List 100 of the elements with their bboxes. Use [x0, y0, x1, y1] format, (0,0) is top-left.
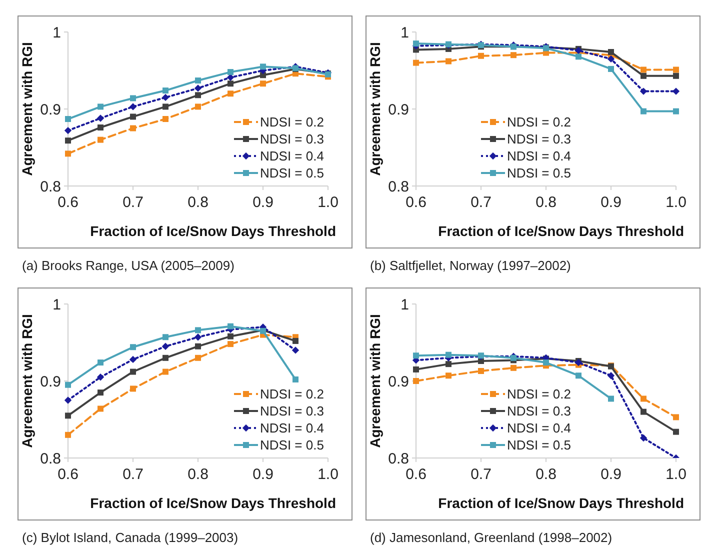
x-tick-label: 0.8 — [188, 194, 208, 211]
point — [130, 344, 136, 350]
x-tick-label: 0.9 — [600, 466, 622, 483]
point — [446, 361, 452, 368]
point — [446, 58, 452, 64]
point — [608, 396, 614, 402]
point — [228, 69, 234, 76]
point — [640, 66, 646, 73]
point — [96, 374, 104, 381]
point — [194, 334, 202, 341]
point — [195, 78, 201, 84]
point — [673, 428, 679, 435]
x-tick-label: 0.6 — [406, 466, 426, 483]
point — [478, 52, 484, 59]
text: (d) Jamesonland, Greenland (1998–2002) — [370, 530, 612, 545]
y-tick-label: 1 — [400, 24, 409, 42]
point — [228, 333, 234, 340]
legend-label: NDSI = 0.4 — [507, 148, 571, 164]
legend-label: NDSI = 0.5 — [260, 166, 324, 181]
x-tick-label: 1.0 — [666, 466, 686, 483]
point — [98, 360, 104, 366]
point — [65, 412, 71, 419]
legend-label: NDSI = 0.3 — [260, 404, 324, 419]
point — [65, 116, 71, 122]
x-tick-label: 0.6 — [58, 466, 78, 483]
point — [574, 46, 582, 54]
point — [607, 55, 615, 63]
x-tick-label: 0.8 — [536, 466, 556, 483]
point — [640, 72, 646, 79]
point — [574, 358, 582, 366]
legend-label: NDSI = 0.5 — [260, 438, 324, 453]
point — [576, 372, 582, 379]
text: (b) Saltfjellet, Norway (1997–2002) — [370, 258, 571, 273]
x-tick-label: 0.7 — [122, 466, 144, 483]
point — [65, 432, 71, 438]
point — [65, 150, 71, 157]
x-tick-label: 0.7 — [470, 466, 492, 483]
point — [195, 343, 201, 350]
point — [98, 406, 104, 412]
point — [260, 80, 266, 87]
point — [98, 124, 104, 130]
point — [640, 396, 646, 402]
legend-label: NDSI = 0.2 — [507, 386, 571, 402]
y-tick-label: 0.8 — [40, 450, 61, 468]
point — [98, 104, 104, 110]
y-tick-label: 0.8 — [388, 178, 409, 196]
legend-label: NDSI = 0.5 — [507, 166, 571, 181]
legend-label: NDSI = 0.5 — [507, 438, 571, 453]
point — [510, 52, 516, 58]
y-tick-label: 0.9 — [388, 101, 409, 118]
point — [228, 341, 234, 348]
point — [65, 138, 71, 144]
point — [195, 327, 201, 334]
point — [129, 103, 137, 110]
x-tick-label: 0.9 — [252, 466, 274, 483]
text: (a) Brooks Range, USA (2005–2009) — [22, 258, 234, 273]
legend-label: NDSI = 0.4 — [507, 420, 571, 436]
y-tick-label: 1 — [400, 296, 409, 314]
y-axis-title: Agreement with RGI — [19, 314, 35, 448]
point — [292, 346, 300, 354]
x-tick-label: 0.6 — [58, 194, 78, 211]
x-tick-label: 1.0 — [318, 466, 338, 483]
point — [640, 408, 646, 415]
point — [162, 94, 170, 102]
point — [96, 114, 104, 122]
point — [640, 108, 646, 114]
point — [446, 352, 452, 358]
point — [640, 434, 648, 442]
point — [98, 390, 104, 396]
point — [673, 414, 679, 420]
point — [673, 72, 679, 79]
point — [64, 126, 72, 134]
x-tick-label: 1.0 — [318, 194, 338, 211]
y-axis-title: Agreement with RGI — [367, 42, 383, 176]
point — [543, 360, 549, 366]
x-tick-label: 0.7 — [470, 194, 492, 211]
point — [413, 366, 419, 372]
x-axis-title: Fraction of Ice/Snow Days Threshold — [90, 495, 336, 511]
x-tick-label: 1.0 — [666, 194, 686, 211]
y-tick-label: 0.9 — [388, 373, 409, 390]
point — [195, 354, 201, 361]
legend-label: NDSI = 0.3 — [507, 404, 571, 419]
x-axis-title: Fraction of Ice/Snow Days Threshold — [438, 495, 684, 511]
point — [292, 338, 298, 344]
point — [98, 136, 104, 143]
point — [292, 376, 298, 382]
point — [162, 368, 168, 375]
legend-label: NDSI = 0.4 — [260, 148, 324, 164]
point — [608, 66, 614, 72]
y-axis-title: Agreement with RGI — [367, 314, 383, 448]
point — [607, 372, 615, 380]
point — [64, 396, 72, 404]
legend-label: NDSI = 0.3 — [260, 132, 324, 147]
point — [162, 342, 170, 350]
point — [413, 60, 419, 66]
x-tick-label: 0.7 — [122, 194, 144, 211]
point — [130, 386, 136, 392]
legend-label: NDSI = 0.2 — [260, 114, 324, 130]
y-tick-label: 0.9 — [40, 373, 61, 390]
x-axis-title: Fraction of Ice/Snow Days Threshold — [438, 223, 684, 239]
